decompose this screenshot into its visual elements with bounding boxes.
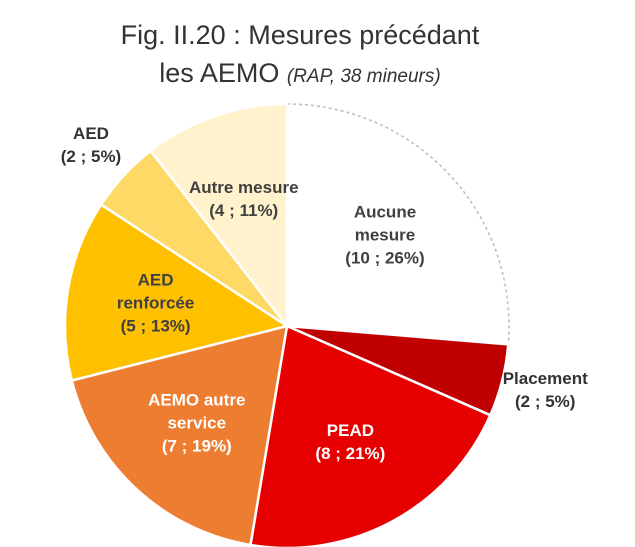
slice-category: AEMO autre service xyxy=(148,390,246,433)
slice-category: Aucune mesure xyxy=(353,202,417,245)
slice-label: Aucune mesure (10 ; 26%) xyxy=(330,201,440,270)
pie-slice xyxy=(70,324,289,547)
pie-slice xyxy=(286,103,510,346)
slice-value: (10 ; 26%) xyxy=(345,248,425,268)
slice-label: PEAD (8 ; 21%) xyxy=(295,420,405,466)
slice-label: AED renforcée (5 ; 13%) xyxy=(101,270,211,339)
pie-slice xyxy=(63,202,291,383)
slice-category: Placement xyxy=(502,369,588,389)
pie-slice xyxy=(249,324,492,547)
chart-subtitle: (RAP, 38 mineurs) xyxy=(286,66,441,87)
slice-category: Autre mesure xyxy=(188,178,299,198)
slice-category: AED xyxy=(73,123,109,143)
slice-label: Placement (2 ; 5%) xyxy=(490,368,600,414)
slice-label: AED (2 ; 5%) xyxy=(36,123,146,169)
slice-value: (8 ; 21%) xyxy=(315,444,386,464)
slice-value: (5 ; 13%) xyxy=(120,316,191,336)
slice-value: (2 ; 5%) xyxy=(60,146,122,166)
slice-value: (7 ; 19%) xyxy=(161,436,232,456)
chart-title-line2: les AEMO xyxy=(159,58,280,88)
slice-category: AED renforcée xyxy=(116,270,195,313)
slice-value: (2 ; 5%) xyxy=(515,392,576,412)
slice-label: Autre mesure (4 ; 11%) xyxy=(189,177,299,223)
slice-label: AEMO autre service (7 ; 19%) xyxy=(142,390,252,459)
pie-slice xyxy=(148,102,289,330)
chart-title: Fig. II.20 : Mesures précédant xyxy=(120,20,480,50)
slice-value: (4 ; 11%) xyxy=(209,201,279,221)
slice-category: PEAD xyxy=(326,421,374,441)
chart-title-line: les AEMO (RAP, 38 mineurs) xyxy=(0,58,600,89)
